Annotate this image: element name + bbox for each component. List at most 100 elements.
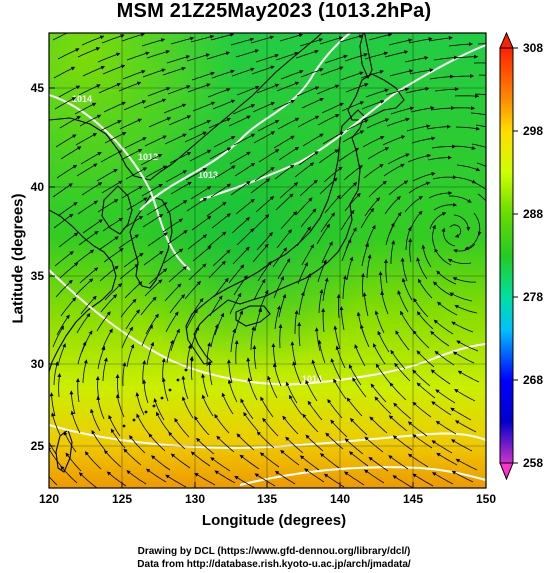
- wind-streamline: [167, 230, 188, 245]
- wind-streamline: [104, 449, 122, 468]
- wind-streamline: [146, 341, 155, 366]
- wind-streamline: [57, 48, 80, 60]
- wind-streamline: [411, 136, 436, 144]
- wind-streamline: [232, 104, 256, 115]
- wind-streamline: [297, 115, 320, 128]
- wind-streamline: [294, 162, 315, 178]
- wind-streamline: [125, 167, 148, 180]
- wind-streamline: [318, 149, 339, 164]
- wind-streamline: [384, 50, 409, 58]
- wind-streamline: [320, 212, 336, 233]
- wind-streamline: [162, 218, 183, 233]
- wind-streamline: [280, 449, 300, 466]
- wind-streamline: [74, 102, 97, 115]
- wind-streamline: [170, 181, 192, 195]
- wind-streamline: [275, 51, 299, 61]
- wind-streamline: [103, 248, 124, 263]
- wind-streamline: [359, 324, 370, 348]
- wind-streamline: [190, 326, 200, 350]
- wind-streamline: [348, 451, 369, 467]
- wind-streamline: [452, 277, 477, 283]
- wind-streamline: [278, 293, 287, 318]
- wind-streamline: [344, 192, 361, 212]
- wind-streamline: [165, 474, 187, 488]
- wind-streamline: [451, 439, 473, 452]
- wind-streamline: [230, 328, 237, 353]
- wind-streamline: [252, 101, 276, 113]
- wind-streamline: [354, 344, 366, 367]
- wind-streamline: [124, 281, 143, 299]
- wind-streamline: [162, 66, 186, 76]
- wind-streamline: [368, 33, 393, 41]
- wind-streamline: [185, 168, 207, 181]
- wind-streamline: [453, 214, 471, 232]
- wind-streamline: [476, 162, 486, 167]
- coastlines: [49, 33, 405, 473]
- wind-streamline: [456, 340, 479, 352]
- wind-streamline: [147, 87, 171, 97]
- wind-streamline: [320, 66, 344, 76]
- wind-streamline: [405, 86, 430, 94]
- wind-streamline: [299, 38, 324, 47]
- wind-streamline: [136, 413, 150, 435]
- isobar-labels: 1014 1012 1013 1014: [72, 94, 322, 384]
- wind-streamline: [119, 118, 142, 130]
- wind-streamline: [239, 454, 260, 470]
- wind-streamline: [221, 392, 234, 415]
- wind-streamline: [102, 217, 124, 232]
- wind-streamline: [211, 213, 231, 229]
- wind-streamline: [102, 64, 126, 75]
- wind-streamline: [206, 201, 227, 217]
- wind-streamline: [436, 270, 457, 285]
- wind-streamline: [274, 164, 295, 180]
- isobar-label: 1014: [72, 94, 92, 104]
- wind-streamline: [126, 51, 150, 61]
- wind-streamline: [210, 183, 232, 198]
- wind-streamline: [455, 420, 477, 433]
- wind-streamline: [210, 33, 235, 41]
- wind-streamline: [168, 431, 186, 450]
- wind-streamline: [54, 251, 74, 267]
- wind-streamline: [201, 394, 214, 417]
- wind-streamline: [79, 114, 102, 127]
- isobar-label: 1014: [302, 374, 322, 384]
- x-tick-label: 140: [330, 492, 350, 506]
- wind-streamline: [166, 55, 191, 64]
- wind-streamline: [426, 124, 451, 130]
- wind-streamline: [148, 433, 166, 452]
- wind-streamline: [297, 321, 302, 347]
- wind-streamline: [318, 289, 324, 314]
- wind-streamline: [364, 51, 389, 60]
- wind-streamline: [212, 249, 231, 267]
- wind-streamline: [273, 276, 284, 299]
- wind-streamline: [278, 146, 300, 161]
- x-axis-label: Longitude (degrees): [201, 512, 347, 529]
- wind-streamline: [299, 179, 318, 197]
- wind-streamline: [106, 471, 127, 487]
- wind-streamline: [412, 473, 434, 487]
- wind-streamline: [470, 112, 486, 116]
- colorbar-max-arrow: [499, 31, 514, 49]
- wind-streamline: [456, 164, 481, 172]
- wind-streamline: [49, 441, 57, 455]
- wind-streamline: [184, 280, 201, 300]
- wind-streamline: [394, 362, 411, 382]
- wind-streamline: [333, 378, 347, 400]
- wind-streamline: [279, 182, 299, 199]
- wind-streamline: [317, 259, 327, 283]
- wind-streamline: [126, 343, 135, 368]
- wind-streamline: [433, 319, 454, 335]
- wind-streamline: [53, 66, 76, 79]
- wind-streamline: [236, 433, 255, 451]
- wind-streamline: [188, 263, 207, 281]
- wind-streamline: [213, 136, 236, 148]
- wind-streamline: [123, 448, 142, 466]
- wind-streamline: [282, 415, 299, 435]
- wind-streamline: [412, 401, 432, 418]
- wind-streamline: [299, 455, 320, 471]
- wind-streamline: [290, 341, 297, 366]
- wind-streamline: [412, 369, 431, 387]
- wind-streamline: [164, 283, 182, 302]
- wind-streamline: [393, 402, 412, 420]
- wind-streamline: [190, 186, 212, 200]
